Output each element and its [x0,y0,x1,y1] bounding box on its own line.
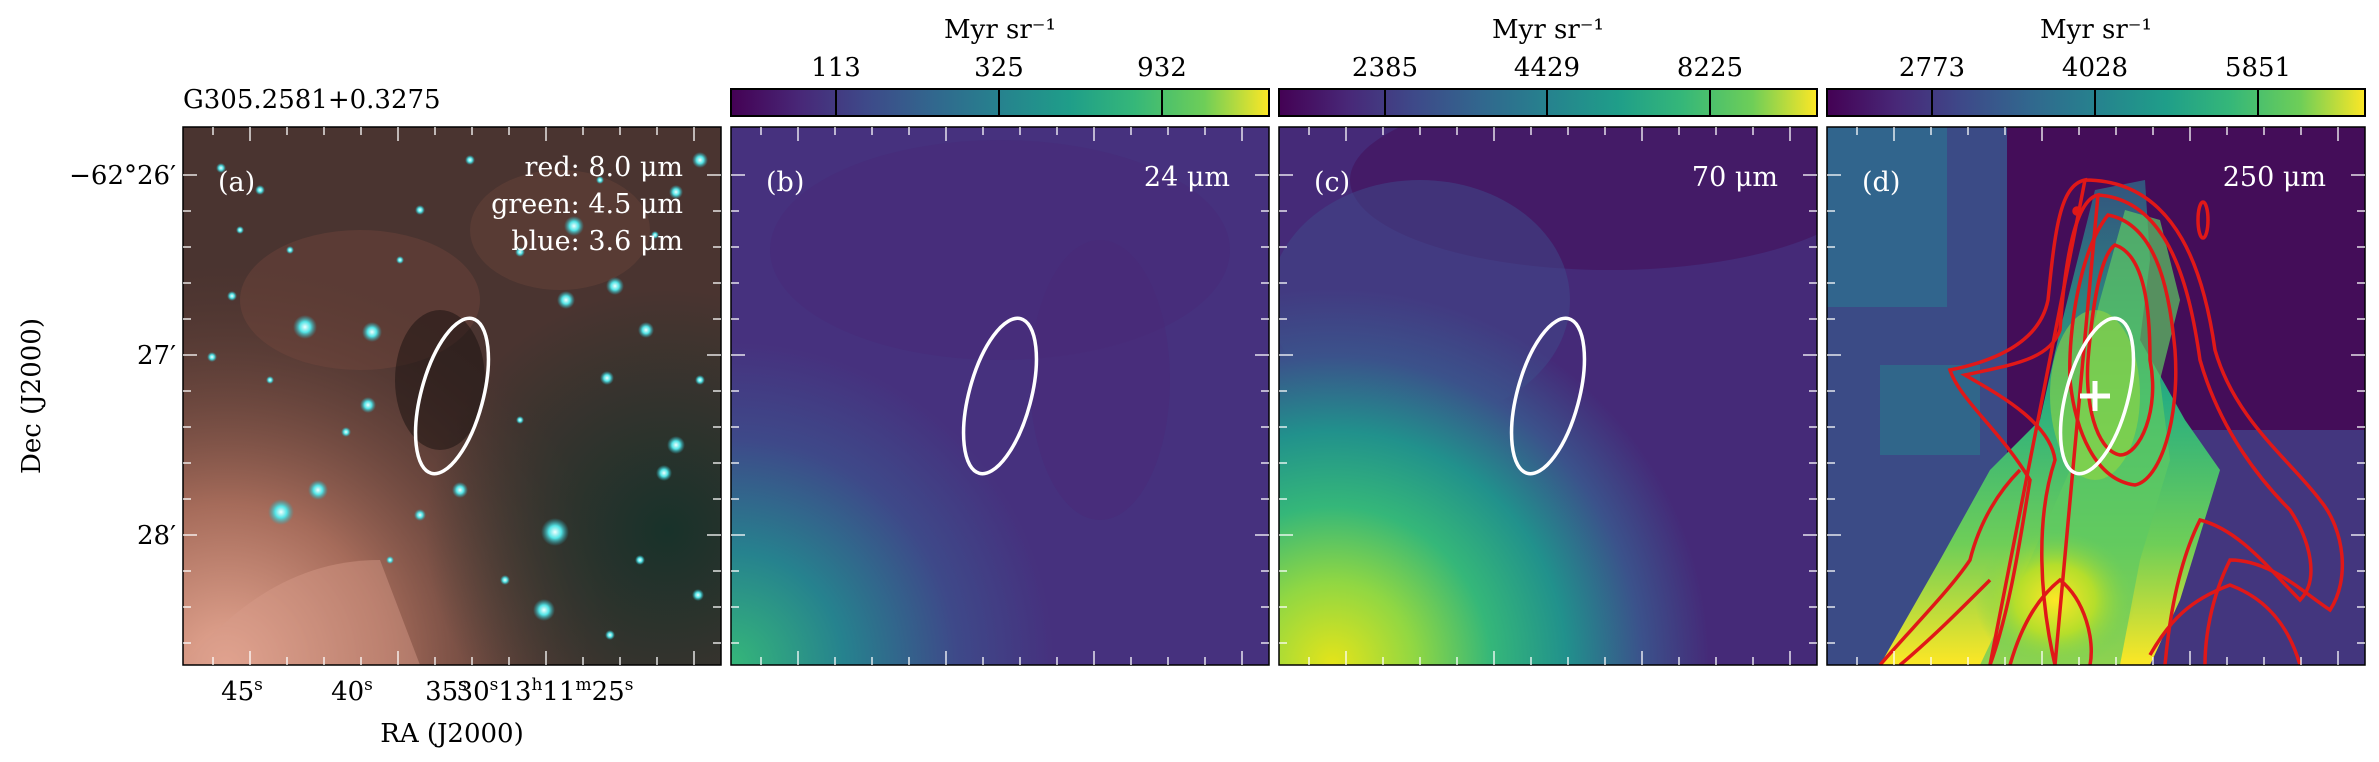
x-tick-label: 40s [331,675,373,707]
panel-d-band: 250 μm [2223,162,2326,193]
colorbar-c: Myr sr⁻¹ 2385 4429 8225 [1278,15,1818,117]
panel-d-tag: (d) [1862,167,1900,198]
colorbar-d-tick: 2773 [1899,53,1965,83]
colorbar-d-unit: Myr sr⁻¹ [2040,15,2152,45]
y-tick-label: −62°26′ [69,161,176,191]
colorbar-b-tick: 113 [811,53,861,83]
stars [207,152,708,640]
panel-c-tag: (c) [1314,167,1350,198]
x-tick-label: 45s [221,675,263,707]
legend-blue: blue: 3.6 μm [511,226,683,257]
colorbar-b-tick: 932 [1137,53,1187,83]
contours [1878,177,2345,665]
source-name: G305.2581+0.3275 [183,85,441,115]
panel-a-tag: (a) [218,167,255,198]
panel-b-band: 24 μm [1144,162,1230,193]
colorbar-c-tick: 2385 [1352,53,1418,83]
x-axis: 45s 40s 35s 30s13h11m25s RA (J2000) [221,675,633,749]
x-tick-label: 30s13h11m25s [457,675,634,707]
x-tick-label: 35s [425,675,467,707]
colorbar-b-tick: 325 [974,53,1024,83]
colorbar-b-unit: Myr sr⁻¹ [944,15,1056,45]
y-tick-label: 28′ [137,521,176,551]
x-axis-label: RA (J2000) [380,719,524,749]
beam-ellipse-c [1509,316,1587,476]
colorbar-c-tick: 4429 [1514,53,1580,83]
panel-b: (b) 24 μm [730,126,1270,666]
colorbar-d-tick: 5851 [2225,53,2291,83]
y-axis-label: Dec (J2000) [17,318,47,474]
panel-c-band: 70 μm [1692,162,1778,193]
colorbar-b: Myr sr⁻¹ 113 325 932 [730,15,1270,117]
panel-b-tag: (b) [766,167,804,198]
panel-c: (c) 70 μm [1278,126,1818,666]
colorbar-d: Myr sr⁻¹ 2773 4028 5851 [1826,15,2366,117]
colorbar-d-tick: 4028 [2062,53,2128,83]
legend-green: green: 4.5 μm [491,189,683,220]
panel-d: (d) 250 μm [1826,126,2366,666]
y-tick-label: 27′ [137,341,176,371]
panel-a: (a) red: 8.0 μm green: 4.5 μm blue: 3.6 … [182,126,722,666]
y-axis: −62°26′ 27′ 28′ Dec (J2000) [17,161,176,551]
beam-ellipse-a [413,316,491,476]
beam-ellipse-b [961,316,1039,476]
legend-red: red: 8.0 μm [524,152,683,183]
colorbar-c-tick: 8225 [1677,53,1743,83]
colorbar-c-unit: Myr sr⁻¹ [1492,15,1604,45]
beam-ellipse-d [2058,316,2136,476]
peak-marker [2080,381,2110,411]
